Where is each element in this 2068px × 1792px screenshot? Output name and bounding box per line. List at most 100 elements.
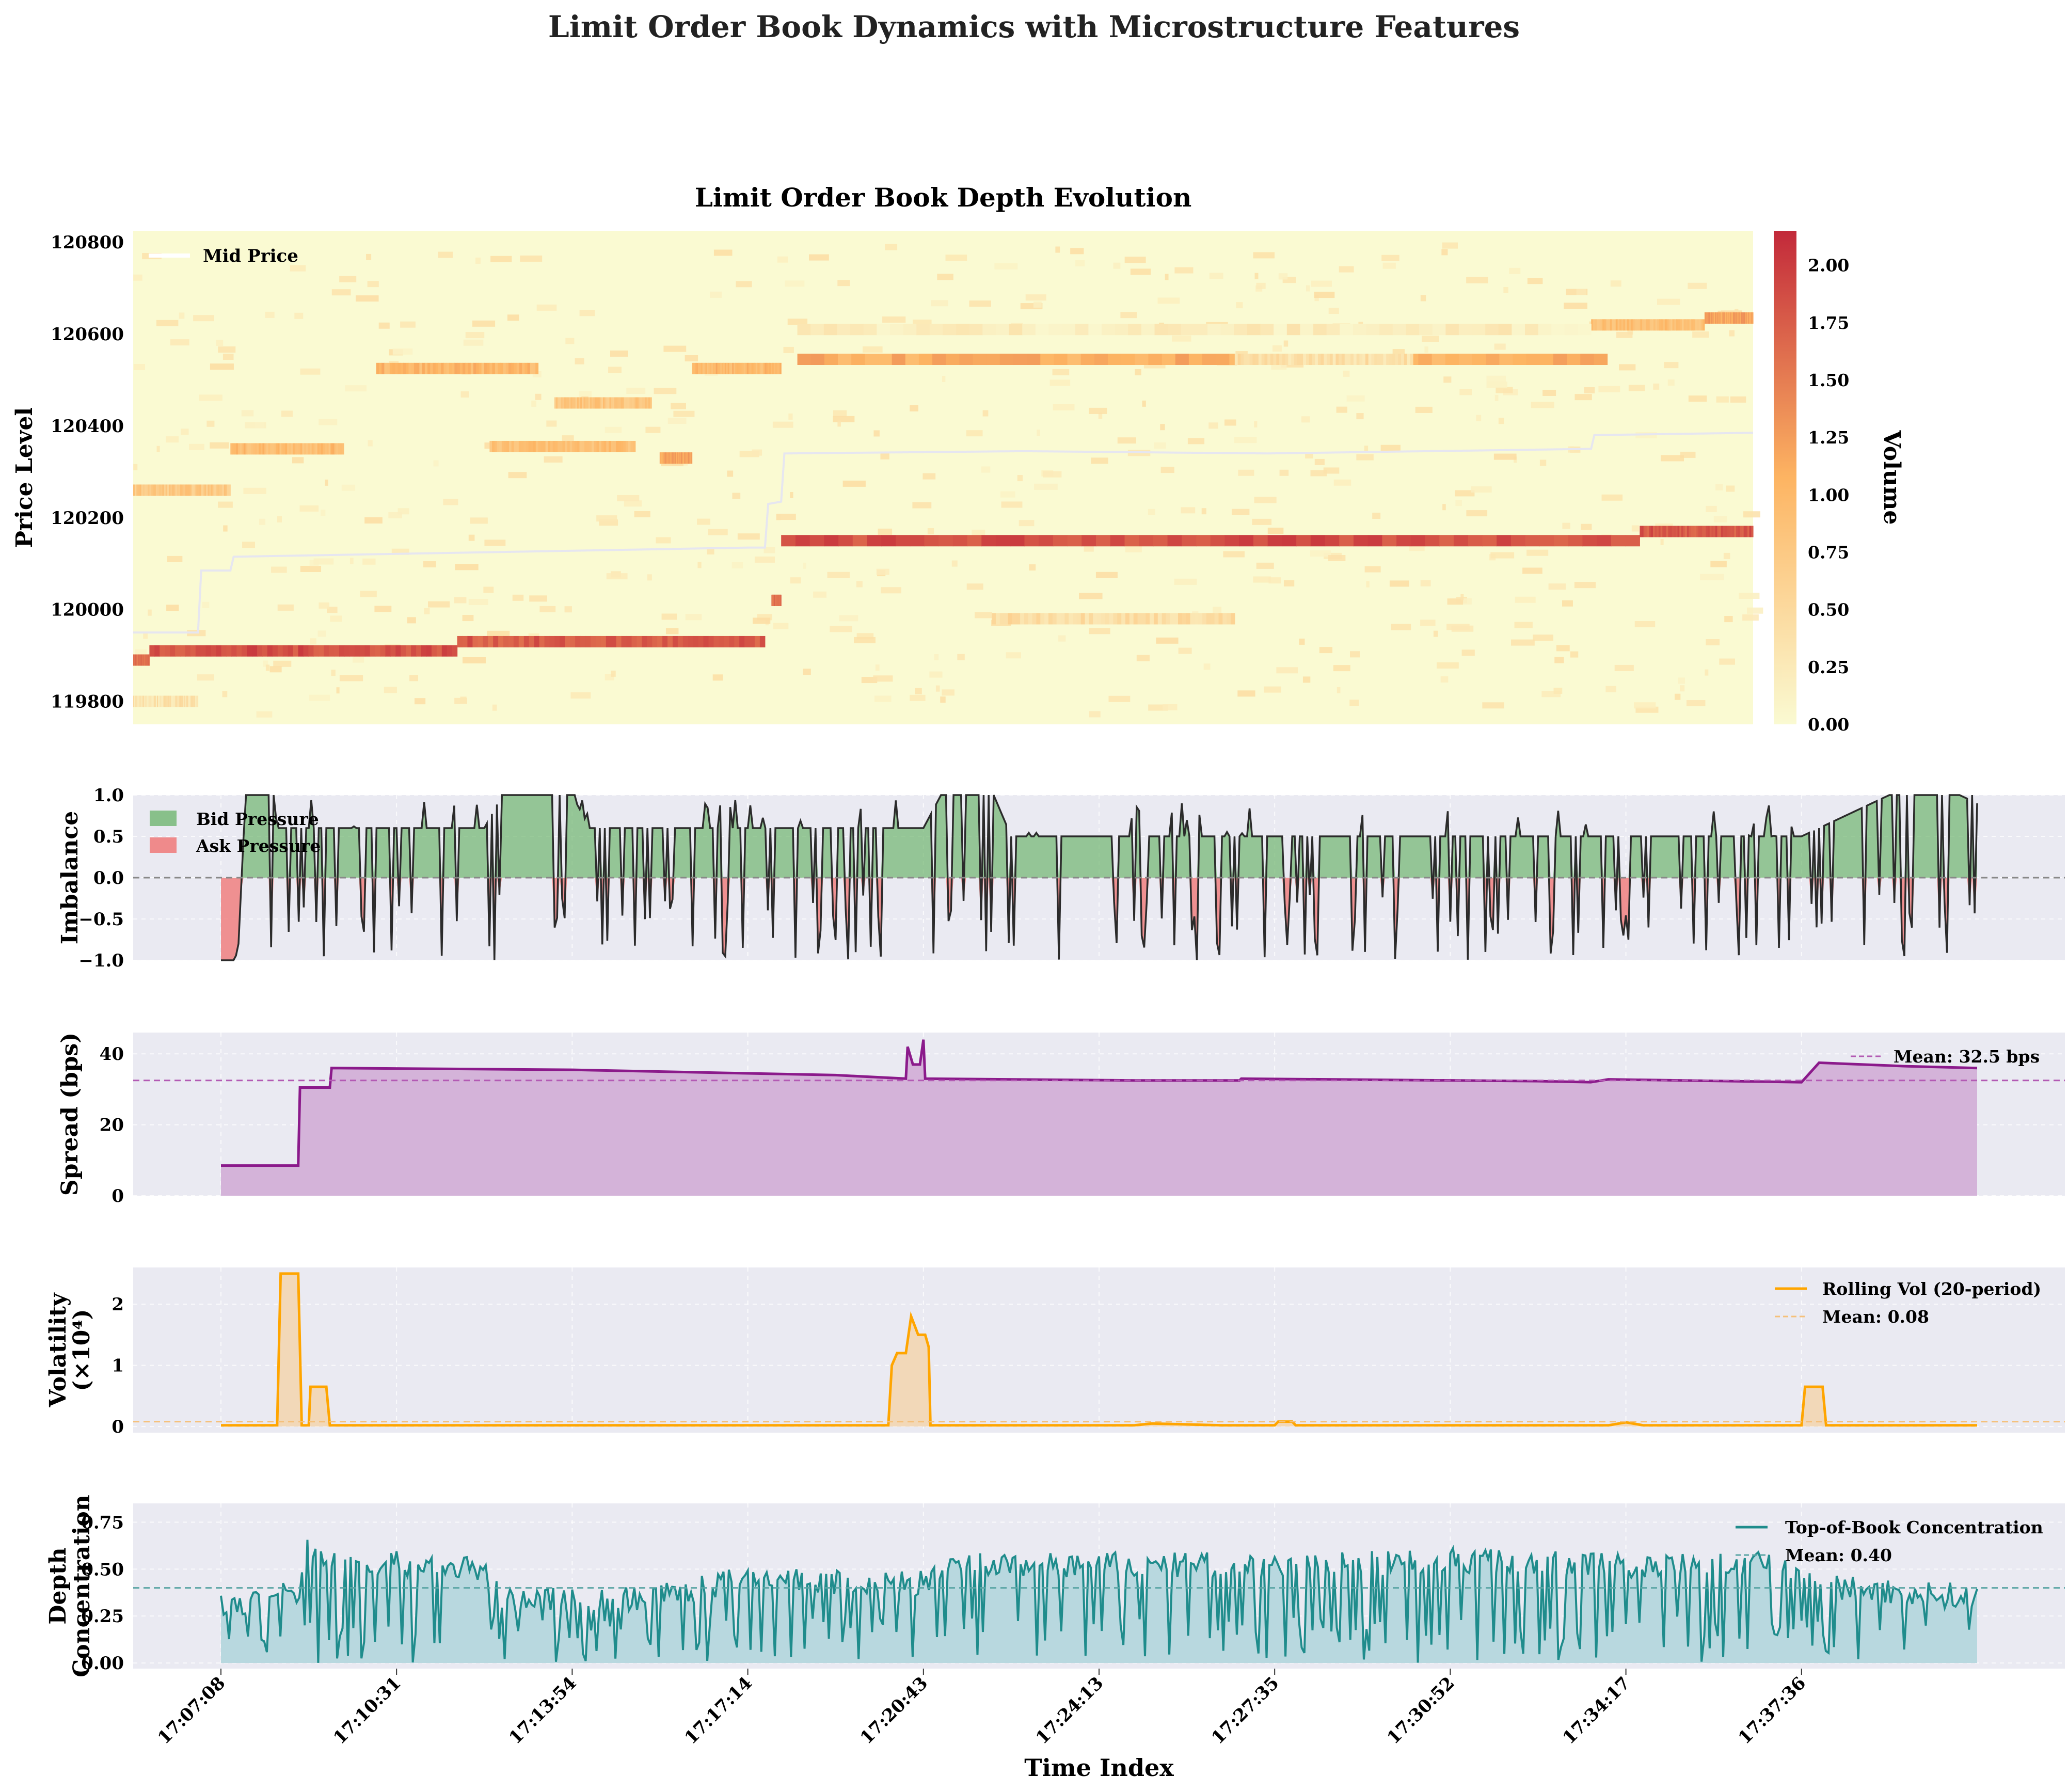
heatmap-cell xyxy=(726,362,728,374)
heatmap-cell xyxy=(133,484,135,496)
heatmap-cell xyxy=(943,324,957,336)
heatmap-cell xyxy=(136,484,139,496)
heatmap-cell xyxy=(759,636,766,647)
heatmap-cell xyxy=(535,393,542,400)
heatmap-cell xyxy=(606,440,609,452)
heatmap-cell xyxy=(626,387,646,394)
heatmap-cell xyxy=(202,601,210,608)
heatmap-title: Limit Order Book Depth Evolution xyxy=(695,182,1192,213)
heatmap-cell xyxy=(1272,345,1282,352)
heatmap-cell xyxy=(431,645,437,657)
heatmap-cell xyxy=(195,645,201,657)
heatmap-cell xyxy=(1325,535,1340,547)
heatmap-cell xyxy=(1267,535,1282,547)
heatmap-cell xyxy=(608,397,610,409)
heatmap-cell xyxy=(160,645,165,657)
heatmap-cell xyxy=(508,362,512,374)
heatmap-cell xyxy=(449,362,452,374)
heatmap-cell xyxy=(645,426,661,433)
heatmap-cell xyxy=(182,695,183,707)
heatmap-cell xyxy=(1725,312,1726,324)
heatmap-cell xyxy=(1554,657,1564,663)
heatmap-cell xyxy=(667,452,669,464)
heatmap-ytick-label: 120200 xyxy=(51,508,124,529)
heatmap-cell xyxy=(1368,354,1372,366)
heatmap-cell xyxy=(722,362,724,374)
heatmap-cell xyxy=(788,413,793,420)
heatmap-cell xyxy=(271,566,287,573)
heatmap-cell xyxy=(633,440,636,452)
heatmap-cell xyxy=(626,636,632,647)
heatmap-cell xyxy=(621,440,624,452)
heatmap-cell xyxy=(734,362,736,374)
heatmap-cell xyxy=(667,636,673,647)
heatmap-cell xyxy=(1058,635,1066,642)
heatmap-cell xyxy=(680,452,682,464)
heatmap-cell xyxy=(167,695,169,707)
heatmap-cell xyxy=(334,443,337,455)
heatmap-cell xyxy=(956,324,970,336)
heatmap-cell xyxy=(1039,535,1054,547)
heatmap-cell xyxy=(773,623,789,629)
heatmap-cell xyxy=(665,628,679,635)
xtick-label: 17:10:31 xyxy=(329,1673,405,1748)
heatmap-cell xyxy=(838,535,853,547)
heatmap-cell xyxy=(189,695,191,707)
heatmap-cell xyxy=(1244,354,1247,366)
heatmap-cell xyxy=(516,440,519,452)
heatmap-cell xyxy=(1539,459,1547,466)
heatmap-cell xyxy=(1326,324,1340,336)
heatmap-cell xyxy=(748,362,751,374)
heatmap-cell xyxy=(1349,700,1359,706)
heatmap-cell xyxy=(188,695,190,707)
heatmap-cell xyxy=(359,645,365,657)
heatmap-cell xyxy=(526,440,529,452)
heatmap-cell xyxy=(366,253,372,260)
heatmap-cell xyxy=(915,688,922,694)
heatmap-cell xyxy=(932,354,946,366)
heatmap-cell xyxy=(1366,324,1380,336)
heatmap-cell xyxy=(1614,319,1616,331)
colorbar-tick-label: 0.50 xyxy=(1808,600,1849,620)
heatmap-cell xyxy=(614,397,616,409)
heatmap-cell xyxy=(1124,535,1139,547)
heatmap-cell xyxy=(781,594,782,606)
heatmap-cell xyxy=(592,440,595,452)
heatmap-cell xyxy=(273,660,292,667)
heatmap-cell xyxy=(724,362,727,374)
heatmap-cell xyxy=(259,443,261,455)
heatmap-cell xyxy=(688,636,694,647)
heatmap-cell xyxy=(1371,354,1375,366)
heatmap-cell xyxy=(144,695,146,707)
heatmap-cell xyxy=(342,443,344,455)
heatmap-cell xyxy=(360,591,377,597)
colorbar-tick-label: 0.25 xyxy=(1808,657,1849,677)
heatmap-cell xyxy=(1742,312,1743,324)
heatmap-cell xyxy=(483,636,488,647)
heatmap-cell xyxy=(180,484,182,496)
heatmap-cell xyxy=(498,636,504,647)
heatmap-cell xyxy=(472,320,496,327)
heatmap-cell xyxy=(611,670,616,677)
colorbar-label: Volume xyxy=(1879,430,1905,525)
legend-label-spread-mean: Mean: 32.5 bps xyxy=(1894,1046,2040,1067)
heatmap-cell xyxy=(256,711,273,718)
heatmap-cell xyxy=(1710,561,1727,567)
heatmap-cell xyxy=(625,440,629,452)
heatmap-cell xyxy=(522,362,525,374)
heatmap-cell xyxy=(1692,331,1709,338)
heatmap-cell xyxy=(1497,535,1512,547)
heatmap-cell xyxy=(339,645,345,657)
heatmap-cell xyxy=(1525,535,1540,547)
heatmap-cell xyxy=(667,418,687,424)
heatmap-cell xyxy=(966,430,983,437)
heatmap-cell xyxy=(679,452,680,464)
heatmap-cell xyxy=(577,397,579,409)
heatmap-cell xyxy=(170,339,189,346)
heatmap-cell xyxy=(197,674,214,681)
heatmap-cell xyxy=(873,675,893,682)
heatmap-cell xyxy=(1693,319,1696,331)
heatmap-cell xyxy=(231,645,237,657)
heatmap-cell xyxy=(209,484,212,496)
heatmap-cell xyxy=(1253,252,1275,259)
